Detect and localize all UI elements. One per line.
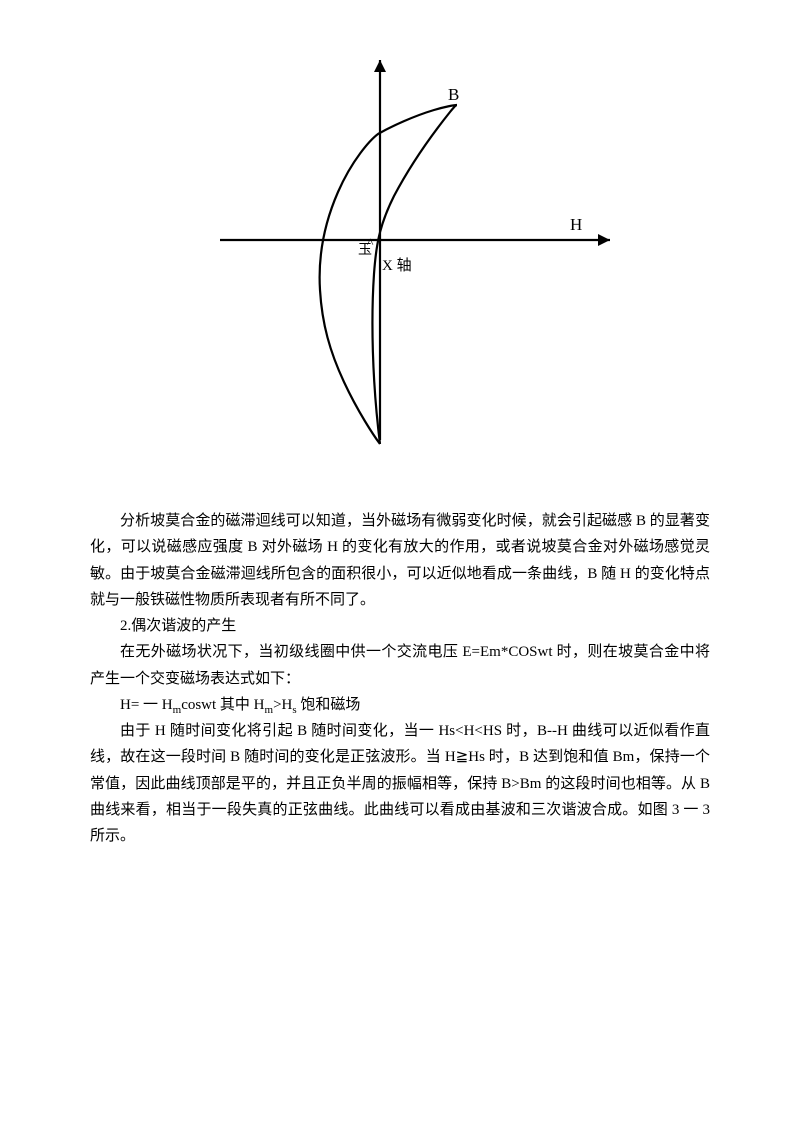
paragraph-5: 由于 H 随时间变化将引起 B 随时间变化，当一 Hs<H<HS 时，B--H … [90,718,710,849]
paragraph-4: H= 一 Hmcoswt 其中 Hm>Hs 饱和磁场 [90,692,710,718]
b-axis-label: B [448,85,459,104]
paragraph-3: 在无外磁场状况下，当初级线圈中供一个交流电压 E=Em*COSwt 时，则在坡莫… [90,639,710,692]
diagram-container: B H < 玉 X 轴 [90,40,710,480]
p4-mid1: coswt 其中 H [181,697,264,713]
paragraph-2: 2.偶次谐波的产生 [90,613,710,639]
paragraph-1: 分析坡莫合金的磁滞迴线可以知道，当外磁场有微弱变化时候，就会引起磁感 B 的显著… [90,508,710,613]
hysteresis-curve-right [372,105,457,444]
origin-label-mid: 玉 [358,243,372,258]
hysteresis-diagram: B H < 玉 X 轴 [180,40,620,480]
origin-label-bottom: X 轴 [382,257,412,274]
p4-sub1: m [173,704,182,716]
p4-mid2: >H [273,697,292,713]
y-axis-arrow [374,60,386,72]
h-axis-label: H [570,215,582,234]
x-axis-arrow [598,234,610,246]
p4-sub2: m [265,704,274,716]
p4-prefix: H= 一 H [120,697,173,713]
hysteresis-curve-left [320,105,457,444]
p4-suffix: 饱和磁场 [297,697,361,713]
page-root: B H < 玉 X 轴 分析坡莫合金的磁滞迴线可以知道，当外磁场有微弱变化时候，… [0,0,800,909]
